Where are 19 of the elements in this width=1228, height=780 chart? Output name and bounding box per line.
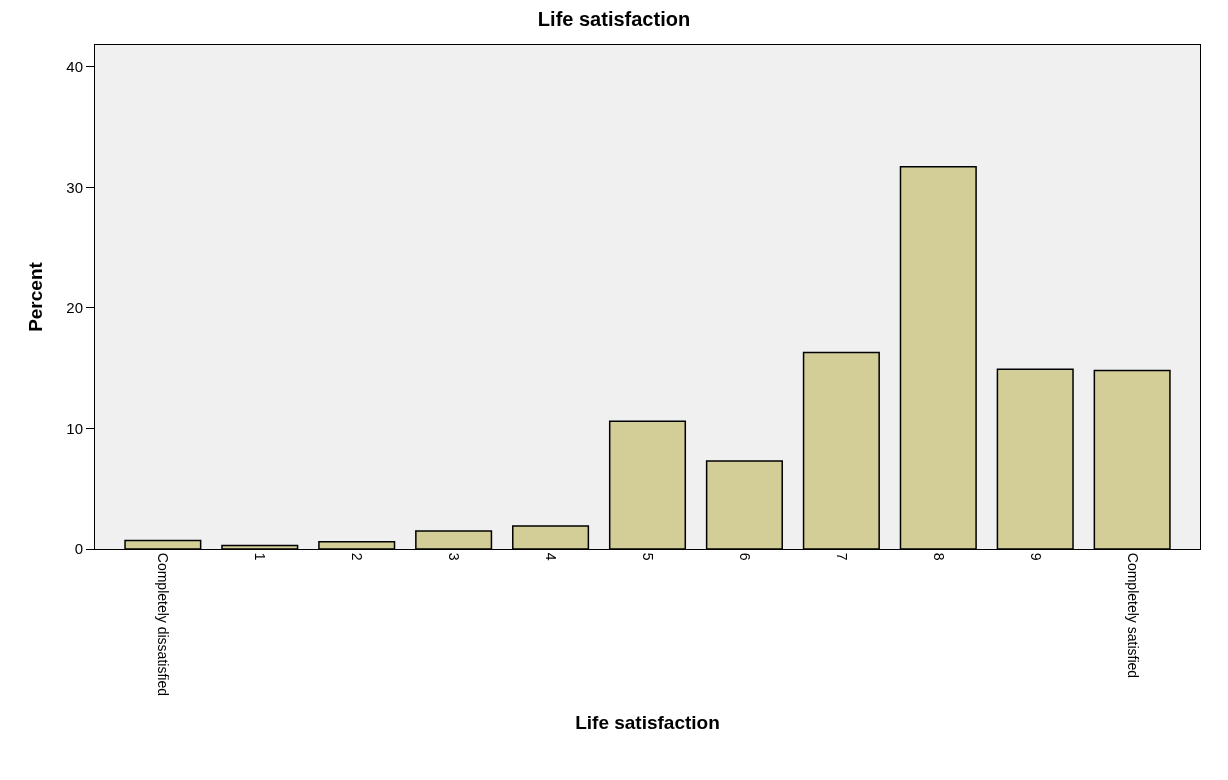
x-tick-label: Completely satisfied bbox=[1124, 552, 1141, 679]
x-tick-label: 6 bbox=[736, 552, 753, 561]
x-tick-label: 4 bbox=[543, 552, 560, 561]
chart-title: Life satisfaction bbox=[537, 7, 691, 30]
x-tick-label: 5 bbox=[639, 552, 656, 561]
y-tick-label: 10 bbox=[66, 419, 83, 437]
y-tick-label: 0 bbox=[74, 540, 83, 558]
x-tick-label: 7 bbox=[833, 552, 850, 561]
y-tick-label: 20 bbox=[66, 299, 83, 317]
x-tick-label: Completely dissatisfied bbox=[155, 552, 172, 696]
x-tick-label: 8 bbox=[930, 552, 947, 561]
x-tick-label: 3 bbox=[446, 552, 463, 561]
x-tick-label: 1 bbox=[252, 552, 269, 561]
x-tick-label: 2 bbox=[349, 552, 366, 561]
x-axis-title: Life satisfaction bbox=[575, 711, 720, 733]
y-tick-label: 30 bbox=[66, 178, 83, 196]
x-tick-label: 9 bbox=[1027, 552, 1044, 561]
y-axis-title: Percent bbox=[25, 261, 47, 332]
y-tick-label: 40 bbox=[66, 57, 83, 75]
